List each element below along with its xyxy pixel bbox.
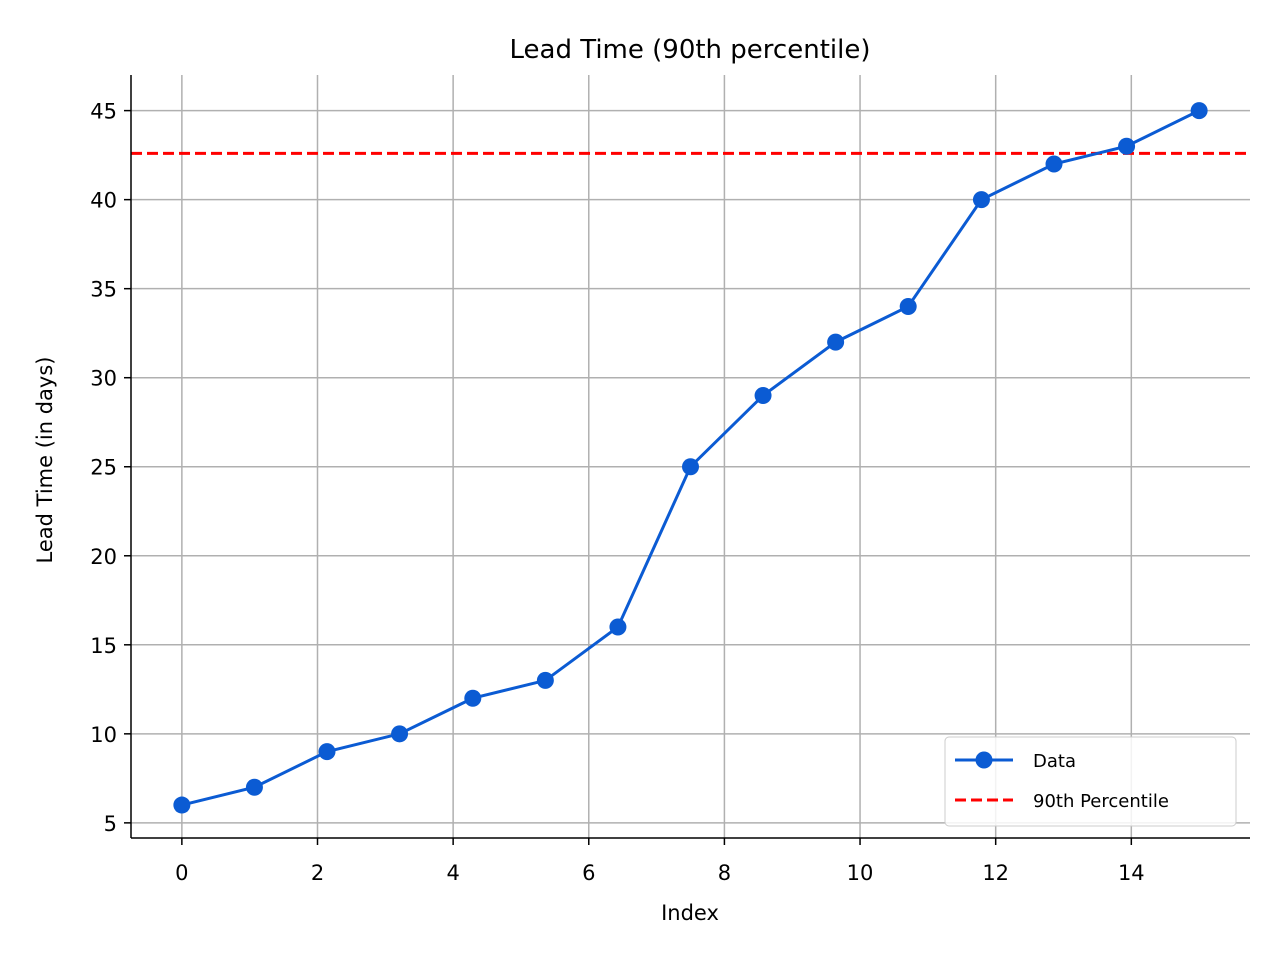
x-tick-label: 4 [446,861,459,885]
grid [131,75,1250,838]
y-tick-label: 10 [90,723,117,747]
legend-data-label: Data [1033,751,1076,772]
y-ticks: 5 10 15 20 25 30 35 40 45 [90,100,131,836]
data-point [899,297,917,315]
x-axis-label: Index [661,901,719,925]
y-tick-label: 5 [104,812,117,836]
chart-title: Lead Time (90th percentile) [510,35,871,65]
data-point [754,387,772,405]
y-axis-label: Lead Time (in days) [33,357,57,564]
x-tick-label: 14 [1118,861,1145,885]
data-point [464,689,482,707]
data-point [318,743,336,761]
y-tick-label: 40 [90,189,117,213]
x-tick-label: 0 [175,861,188,885]
data-point [536,671,554,689]
x-tick-label: 10 [847,861,874,885]
series [173,102,1208,814]
x-ticks: 0 2 4 6 8 10 12 14 [175,838,1145,885]
legend-data-marker [975,751,993,769]
y-tick-label: 45 [90,100,117,124]
data-point [1045,155,1063,173]
x-tick-label: 2 [311,861,324,885]
x-tick-label: 12 [982,861,1009,885]
data-point [609,618,627,636]
y-tick-label: 35 [90,278,117,302]
data-point [391,725,409,743]
y-tick-label: 15 [90,634,117,658]
data-point [1190,102,1208,120]
legend-box [944,736,1237,827]
legend-percentile-label: 90th Percentile [1033,791,1169,812]
y-tick-label: 20 [90,545,117,569]
data-point [245,778,263,796]
data-point [173,796,191,814]
x-tick-label: 6 [582,861,595,885]
legend: Data 90th Percentile [944,736,1237,827]
y-tick-label: 25 [90,456,117,480]
data-line [181,109,1200,807]
x-tick-label: 8 [718,861,731,885]
data-point [682,458,699,476]
y-tick-label: 30 [90,367,117,391]
data-point [972,191,990,209]
data-point [827,333,845,351]
data-point [1118,137,1136,155]
